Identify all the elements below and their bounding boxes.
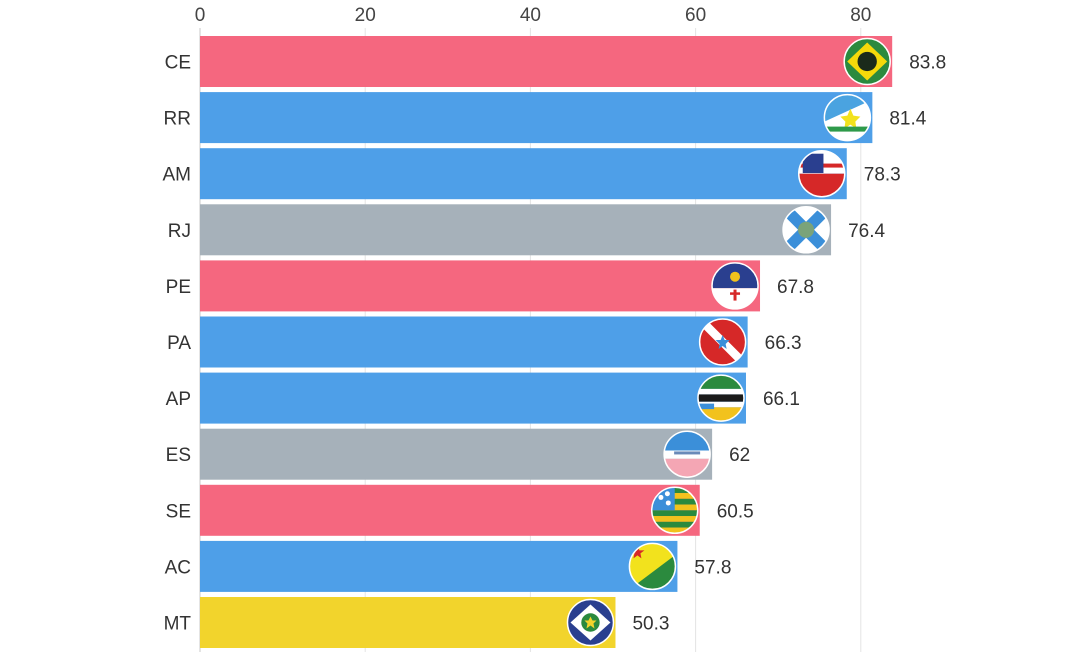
value-label: 78.3 [864,165,901,186]
x-axis-ticks: 0 20 40 60 80 [195,5,872,26]
category-label: PA [167,333,191,354]
value-label: 83.8 [909,53,946,74]
se-flag-icon [650,486,699,535]
bar-row: RR 81.4 [164,92,927,144]
mt-flag-icon [566,598,615,647]
category-label: SE [166,501,191,522]
value-label: 66.3 [765,333,802,354]
bar [200,316,748,368]
category-label: AP [166,389,191,410]
category-label: PE [166,277,191,298]
bar [200,540,678,592]
value-label: 60.5 [717,501,754,522]
category-label: RJ [168,221,191,242]
bar [200,597,616,648]
rj-flag-icon [782,206,830,254]
bar-row: SE 60.5 [166,484,754,536]
ap-flag-icon [697,374,745,422]
am-flag-icon [798,149,846,198]
x-tick-label: 20 [355,5,376,26]
bar-row: PA 66.3 [167,316,802,368]
bar-row: AP 66.1 [166,372,800,424]
bar [200,92,873,144]
ce-flag-icon [843,37,891,86]
category-label: AC [165,557,191,578]
es-flag-icon [663,430,711,478]
bar-row: AC 57.8 [165,540,731,592]
value-label: 50.3 [632,614,669,635]
bar-row: AM 78.3 [163,148,901,200]
category-label: RR [164,109,191,130]
rr-flag-icon [823,93,872,142]
bars: CE 83.8 RR 81.4 AM 78.3 RJ 76.4 PE 67.8 PA 66.3 AP 66… [163,36,946,648]
x-tick-label: 0 [195,5,206,26]
value-label: 67.8 [777,277,814,298]
bar [200,260,761,312]
category-label: ES [166,445,191,466]
bar [200,484,700,536]
x-tick-label: 80 [850,5,871,26]
value-label: 62 [729,445,750,466]
bar-row: PE 67.8 [166,260,814,312]
x-tick-label: 60 [685,5,706,26]
category-label: AM [163,165,192,186]
value-label: 81.4 [889,109,926,130]
bar [200,204,832,256]
x-tick-label: 40 [520,5,541,26]
value-label: 66.1 [763,389,800,410]
bar-row: MT 50.3 [164,597,669,648]
bar-row: ES 62 [166,428,750,480]
bar-row: RJ 76.4 [168,204,885,256]
pa-flag-icon [698,318,747,366]
pe-flag-icon [711,262,759,310]
ac-flag-icon [628,542,677,591]
bar [200,148,847,200]
value-label: 57.8 [694,557,731,578]
category-label: MT [164,614,192,635]
value-label: 76.4 [848,221,885,242]
bar [200,36,893,87]
bar [200,372,746,424]
bar [200,428,713,480]
category-label: CE [165,53,191,74]
bar-row: CE 83.8 [165,36,946,87]
